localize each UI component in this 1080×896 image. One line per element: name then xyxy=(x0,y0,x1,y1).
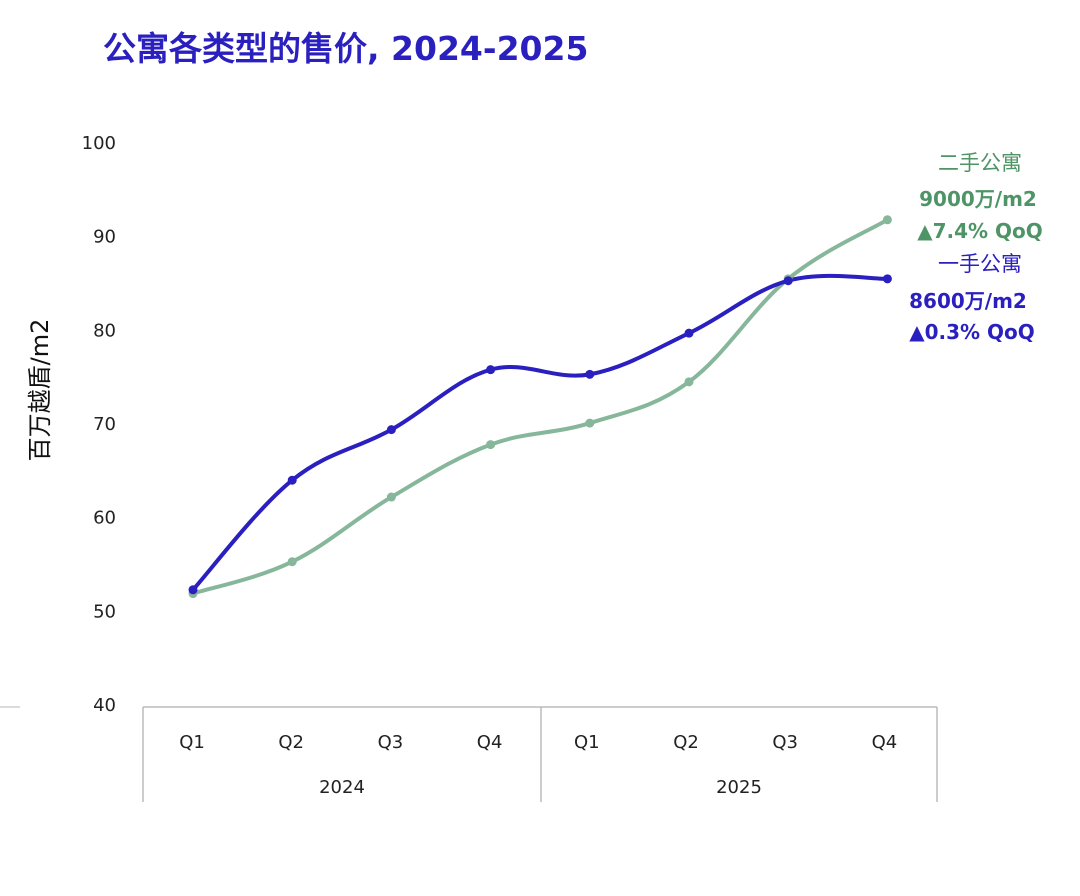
y-axis-label: 百万越盾/m2 xyxy=(26,319,54,462)
data-point-secondhand xyxy=(287,557,297,567)
data-point-secondhand xyxy=(486,440,496,450)
data-point-secondhand xyxy=(882,215,892,225)
y-tick-label: 60 xyxy=(93,508,116,529)
data-point-secondhand xyxy=(684,377,694,387)
x-tick-label: Q2 xyxy=(278,732,304,753)
y-tick-label: 100 xyxy=(82,133,116,154)
annotation-new-value: 8600万/m2 xyxy=(909,289,1027,313)
data-point-new xyxy=(287,475,297,485)
x-axis: Q1 Q2 Q3 Q4 Q1 Q2 Q3 Q4 2024 2025 xyxy=(142,706,938,802)
x-tick-label: Q2 xyxy=(673,732,699,753)
annotation-secondhand-change: ▲7.4% QoQ xyxy=(917,219,1043,243)
annotation-new-name: 一手公寓 xyxy=(938,252,1022,276)
annotation-new: 一手公寓 8600万/m2 ▲0.3% QoQ xyxy=(909,252,1035,344)
data-point-new xyxy=(684,328,694,338)
y-tick-label: 50 xyxy=(93,601,116,622)
annotation-secondhand-value: 9000万/m2 xyxy=(919,187,1037,211)
y-axis-ticks: 40 50 60 70 80 90 100 xyxy=(82,133,116,716)
y-tick-label: 90 xyxy=(93,227,116,248)
x-group-label: 2024 xyxy=(319,777,365,798)
annotation-new-change: ▲0.3% QoQ xyxy=(909,320,1035,344)
annotation-secondhand: 二手公寓 9000万/m2 ▲7.4% QoQ xyxy=(917,151,1043,243)
data-point-secondhand xyxy=(585,418,595,428)
annotation-secondhand-name: 二手公寓 xyxy=(938,151,1022,175)
series-lines xyxy=(191,217,890,596)
y-tick-label: 80 xyxy=(93,320,116,341)
data-point-new xyxy=(486,365,496,375)
chart-title: 公寓各类型的售价, 2024-2025 xyxy=(103,29,588,68)
x-tick-label: Q1 xyxy=(574,732,600,753)
x-tick-label: Q3 xyxy=(378,732,404,753)
data-point-new xyxy=(188,585,198,595)
x-tick-label: Q3 xyxy=(772,732,798,753)
x-tick-label: Q1 xyxy=(179,732,205,753)
series-points xyxy=(188,215,892,599)
y-tick-label: 70 xyxy=(93,414,116,435)
x-tick-label: Q4 xyxy=(477,732,503,753)
data-point-new xyxy=(386,425,396,435)
x-tick-label: Q4 xyxy=(872,732,898,753)
series-line-secondhand xyxy=(191,217,890,596)
data-point-new xyxy=(585,369,595,379)
data-point-new xyxy=(783,276,793,286)
x-group-label: 2025 xyxy=(716,777,762,798)
y-tick-label: 40 xyxy=(93,695,116,716)
data-point-secondhand xyxy=(386,492,396,502)
data-point-new xyxy=(882,274,892,284)
